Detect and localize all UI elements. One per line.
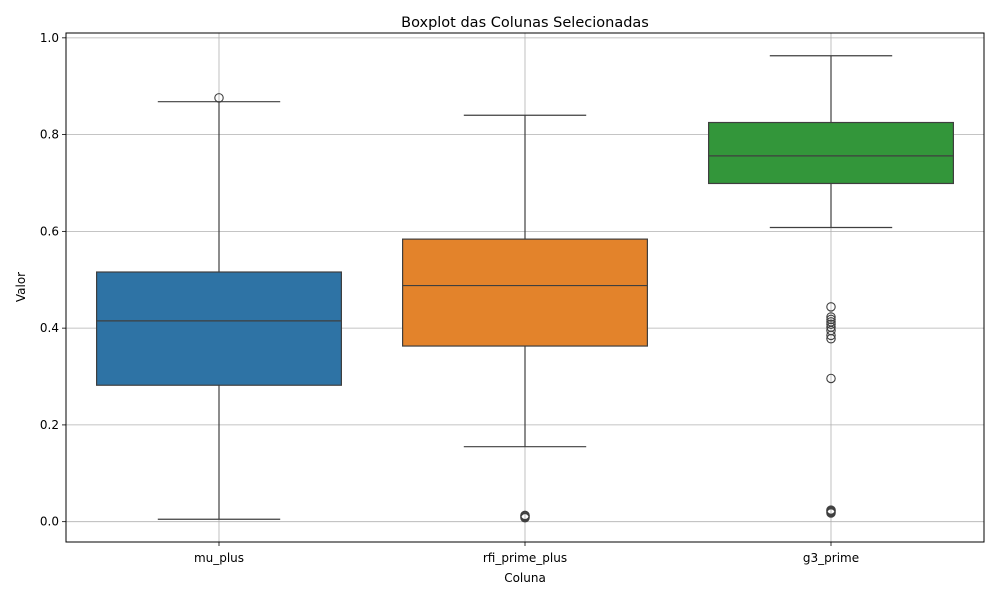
y-tick-label: 0.4: [40, 321, 59, 335]
box-iqr: [95, 271, 343, 386]
chart-title: Boxplot das Colunas Selecionadas: [401, 15, 649, 31]
y-tick-label: 1.0: [40, 31, 59, 45]
outlier-point: [826, 302, 836, 312]
y-tick-label: 0.8: [40, 128, 59, 142]
y-ticks: 0.0 0.2 0.4 0.6 0.8 1.0: [40, 31, 66, 529]
box-group: [95, 93, 343, 520]
outlier-point: [826, 319, 836, 330]
outlier-point: [214, 93, 224, 103]
box-iqr: [402, 238, 649, 347]
box-layer: [95, 55, 954, 523]
outlier-point: [826, 373, 836, 384]
outlier-point: [826, 505, 836, 515]
y-tick-label: 0.2: [40, 418, 59, 432]
box-group: [707, 55, 954, 518]
x-tick-label: g3_prime: [803, 551, 859, 565]
box-iqr: [707, 121, 954, 185]
y-tick-label: 0.0: [40, 515, 59, 529]
outlier-point: [826, 317, 836, 327]
x-tick-label: rfi_prime_plus: [483, 551, 567, 565]
box-group: [402, 114, 649, 523]
outlier-point: [520, 510, 530, 521]
x-tick-label: mu_plus: [194, 551, 244, 565]
outlier-point: [826, 312, 836, 322]
outlier-point: [826, 314, 836, 325]
outlier-point: [826, 322, 836, 332]
x-axis-label: Coluna: [504, 571, 546, 585]
y-tick-label: 0.6: [40, 224, 59, 238]
x-ticks: mu_plus rfi_prime_plus g3_prime: [194, 542, 859, 565]
y-axis-label: Valor: [14, 272, 28, 302]
